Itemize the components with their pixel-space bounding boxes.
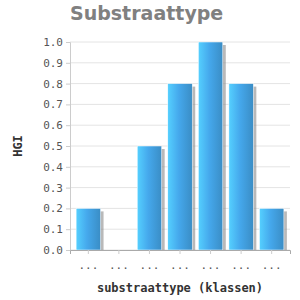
- plot: 0.0 0.1 0.2 0.3 0.4 0.5 0.6 0.7 0.8 0.9 1.0.......…: [43, 36, 290, 272]
- y-tick-label: 0.7: [43, 98, 63, 111]
- x-tick: ...: [78, 250, 98, 272]
- x-tick: ...: [170, 250, 190, 272]
- y-tick-mark: [66, 104, 70, 105]
- y-tick-label: 0.1: [43, 223, 63, 236]
- y-tick-label: 0.4: [43, 161, 63, 174]
- y-tick: 0.9: [43, 57, 70, 70]
- x-tick-label: ...: [262, 259, 282, 272]
- y-tick: 0.3: [43, 182, 70, 195]
- y-tick: 0.4: [43, 161, 70, 174]
- bar: [76, 208, 100, 250]
- y-tick-label: 0.2: [43, 202, 63, 215]
- x-axis-line: [71, 251, 291, 255]
- y-tick-mark: [66, 84, 70, 85]
- x-tick-mark: [241, 250, 242, 254]
- y-tick-label: 0.3: [43, 182, 63, 195]
- y-tick-label: 0.5: [43, 140, 63, 153]
- x-tick-label: ...: [140, 259, 160, 272]
- x-tick: ...: [231, 250, 251, 272]
- bar: [259, 208, 283, 250]
- y-tick: 0.5: [43, 140, 70, 153]
- grid-line: [70, 62, 290, 63]
- y-tick-mark: [66, 167, 70, 168]
- y-tick: 1.0: [43, 36, 70, 49]
- y-tick-mark: [66, 250, 70, 251]
- bar: [137, 146, 161, 250]
- x-tick-mark: [88, 250, 89, 254]
- x-tick-label: ...: [78, 259, 98, 272]
- bar: [168, 84, 192, 250]
- x-tick-mark: [149, 250, 150, 254]
- x-tick-mark: [180, 250, 181, 254]
- y-tick-mark: [66, 188, 70, 189]
- y-tick: 0.6: [43, 119, 70, 132]
- y-tick-mark: [66, 208, 70, 209]
- y-tick-mark: [66, 146, 70, 147]
- x-tick-mark: [210, 250, 211, 254]
- x-tick-label: ...: [109, 259, 129, 272]
- y-axis-title: HGI: [11, 135, 25, 157]
- y-tick-mark: [66, 125, 70, 126]
- chart: 0.0 0.1 0.2 0.3 0.4 0.5 0.6 0.7 0.8 0.9 1.0.......…: [0, 0, 300, 300]
- y-tick: 0.1: [43, 223, 70, 236]
- y-tick: 0.0: [43, 244, 70, 257]
- grid-line: [70, 42, 290, 43]
- y-tick-label: 0.6: [43, 119, 63, 132]
- y-axis-line: [66, 43, 71, 251]
- y-tick: 0.2: [43, 202, 70, 215]
- y-tick-label: 0.0: [43, 244, 63, 257]
- x-tick-label: ...: [170, 259, 190, 272]
- y-tick-mark: [66, 63, 70, 64]
- bars: [76, 42, 287, 250]
- x-tick: ...: [201, 250, 221, 272]
- x-tick-mark: [118, 250, 119, 254]
- x-tick-label: ...: [201, 259, 221, 272]
- bar: [229, 84, 253, 250]
- x-tick-mark: [271, 250, 272, 254]
- y-tick-label: 0.8: [43, 78, 63, 91]
- y-tick: 0.8: [43, 78, 70, 91]
- bar: [107, 250, 131, 251]
- y-axis: 0.0 0.1 0.2 0.3 0.4 0.5 0.6 0.7 0.8 0.9 1.0: [43, 36, 70, 257]
- x-tick-label: ...: [231, 259, 251, 272]
- y-tick-mark: [66, 42, 70, 43]
- x-axis-title: substraattype (klassen): [97, 281, 263, 295]
- bar: [198, 42, 222, 250]
- x-tick: ...: [140, 250, 160, 272]
- y-tick-label: 1.0: [43, 36, 63, 49]
- title: Substraattype: [70, 2, 223, 24]
- y-tick: 0.7: [43, 98, 70, 111]
- x-axis: .....................: [71, 250, 291, 272]
- x-tick: ...: [109, 250, 129, 272]
- y-tick-label: 0.9: [43, 57, 63, 70]
- y-tick-mark: [66, 229, 70, 230]
- x-tick: ...: [262, 250, 282, 272]
